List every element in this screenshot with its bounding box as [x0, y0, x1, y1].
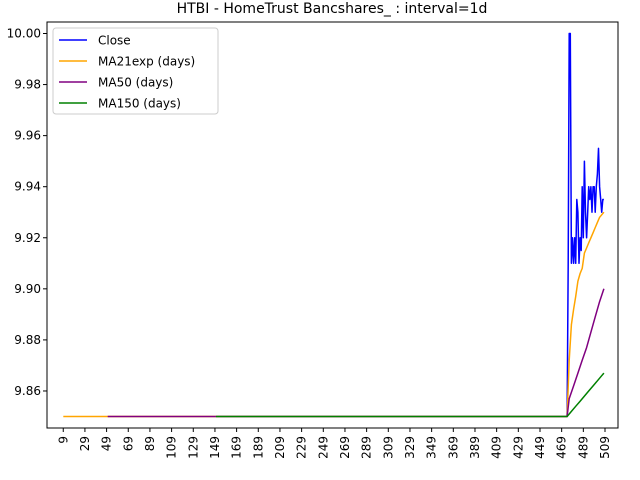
x-tick-label: 269 — [338, 436, 352, 459]
x-tick-label: 329 — [403, 436, 417, 459]
y-axis: 9.86 9.88 9.90 9.92 9.94 9.96 9.98 10.00 — [7, 26, 47, 398]
x-tick-label: 489 — [576, 436, 590, 459]
series-line-3 — [216, 372, 605, 418]
x-tick-label: 429 — [511, 436, 525, 459]
x-tick-label: 129 — [186, 436, 200, 459]
chart-title: HTBI - HomeTrust Bancshares_ : interval=… — [177, 1, 488, 17]
x-tick-label: 29 — [78, 436, 92, 451]
x-tick-label: 209 — [273, 436, 287, 459]
x-tick-label: 469 — [555, 436, 569, 459]
legend-box — [52, 27, 219, 115]
x-tick-label: 169 — [230, 436, 244, 459]
series-line-0 — [566, 32, 604, 417]
x-tick-label: 449 — [533, 436, 547, 459]
series-line-1 — [63, 211, 605, 418]
axes-frame — [46, 21, 619, 429]
x-tick-label: 69 — [121, 436, 135, 451]
x-tick-label: 369 — [446, 436, 460, 459]
legend-label: Close — [98, 34, 131, 48]
series-line-2 — [107, 288, 605, 418]
x-axis: 9 29 49 69 89 109 129 149 169 189 209 229 249 269 289 3… — [56, 428, 612, 459]
legend: Close MA21exp (days) MA50 (days) MA150 (day… — [52, 27, 219, 115]
x-tick-label: 389 — [468, 436, 482, 459]
x-tick-label: 109 — [165, 436, 179, 459]
y-tick-label: 9.90 — [14, 282, 41, 296]
y-tick-label: 9.88 — [14, 333, 41, 347]
y-tick-label: 9.96 — [14, 129, 41, 143]
x-tick-label: 89 — [143, 436, 157, 451]
x-tick-label: 229 — [295, 436, 309, 459]
x-tick-label: 9 — [56, 436, 70, 444]
x-tick-label: 149 — [208, 436, 222, 459]
plot-area — [63, 32, 605, 418]
x-tick-label: 409 — [490, 436, 504, 459]
x-tick-label: 189 — [251, 436, 265, 459]
x-tick-label: 309 — [381, 436, 395, 459]
x-tick-label: 349 — [425, 436, 439, 459]
x-tick-label: 289 — [360, 436, 374, 459]
x-tick-label: 249 — [316, 436, 330, 459]
legend-label: MA50 (days) — [98, 76, 173, 90]
y-tick-label: 9.86 — [14, 384, 41, 398]
legend-label: MA21exp (days) — [98, 55, 195, 69]
x-tick-label: 509 — [598, 436, 612, 459]
legend-label: MA150 (days) — [98, 97, 181, 111]
y-tick-label: 9.98 — [14, 78, 41, 92]
x-tick-label: 49 — [100, 436, 114, 451]
y-tick-label: 10.00 — [7, 26, 41, 40]
y-tick-label: 9.92 — [14, 231, 41, 245]
y-tick-label: 9.94 — [14, 180, 41, 194]
